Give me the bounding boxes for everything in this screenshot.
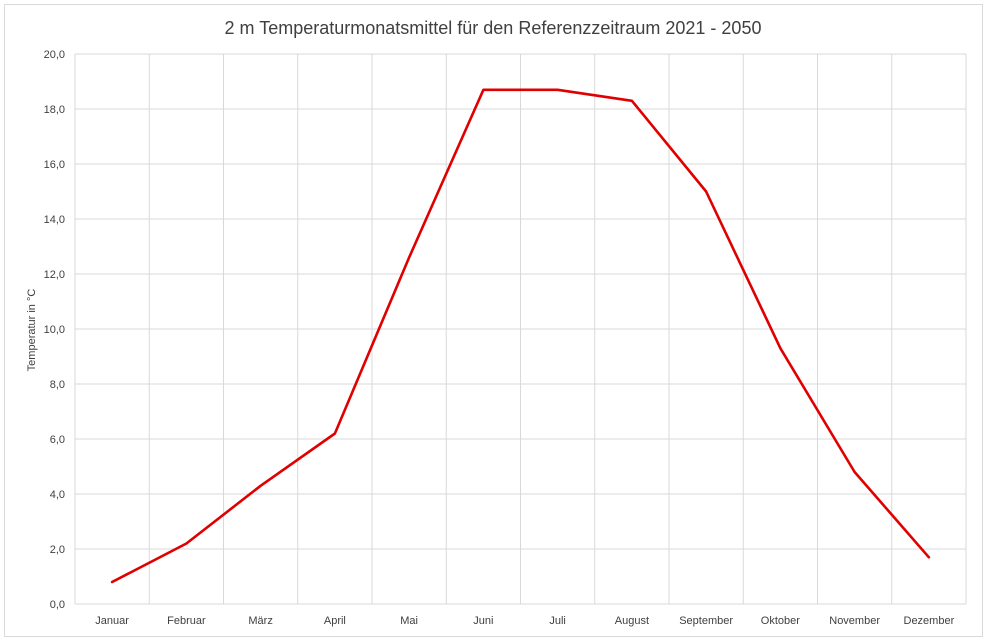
y-tick-label: 12,0 bbox=[44, 269, 65, 281]
y-tick-label: 14,0 bbox=[44, 214, 65, 226]
y-tick-label: 16,0 bbox=[44, 159, 65, 171]
chart-title: 2 m Temperaturmonatsmittel für den Refer… bbox=[225, 18, 762, 38]
y-tick-label: 8,0 bbox=[50, 379, 65, 391]
x-tick-label: Juni bbox=[473, 615, 493, 627]
y-tick-label: 18,0 bbox=[44, 104, 65, 116]
x-tick-label: Juli bbox=[549, 615, 566, 627]
y-axis-label: Temperatur in °C bbox=[26, 289, 38, 372]
x-tick-label: Mai bbox=[400, 615, 418, 627]
x-tick-label: Dezember bbox=[904, 615, 955, 627]
y-tick-label: 4,0 bbox=[50, 489, 65, 501]
gridlines bbox=[74, 53, 967, 605]
x-tick-label: Februar bbox=[167, 615, 206, 627]
x-tick-label: Januar bbox=[95, 615, 129, 627]
x-axis-ticks: Januar Februar März April Mai Juni Juli August S… bbox=[95, 615, 954, 627]
y-tick-label: 10,0 bbox=[44, 324, 65, 336]
x-tick-label: April bbox=[324, 615, 346, 627]
series-layer bbox=[110, 88, 931, 584]
x-tick-label: November bbox=[829, 615, 880, 627]
x-tick-label: Oktober bbox=[761, 615, 800, 627]
series-line bbox=[110, 88, 931, 584]
x-tick-label: März bbox=[248, 615, 272, 627]
y-axis-ticks: 0,0 2,0 4,0 6,0 8,0 10,0 12,0 14,0 16,0 18,0 20,0 bbox=[44, 49, 65, 611]
x-tick-label: August bbox=[615, 615, 649, 627]
x-tick-label: September bbox=[679, 615, 733, 627]
y-tick-label: 20,0 bbox=[44, 49, 65, 61]
y-tick-label: 0,0 bbox=[50, 599, 65, 611]
y-tick-label: 6,0 bbox=[50, 434, 65, 446]
y-tick-label: 2,0 bbox=[50, 544, 65, 556]
